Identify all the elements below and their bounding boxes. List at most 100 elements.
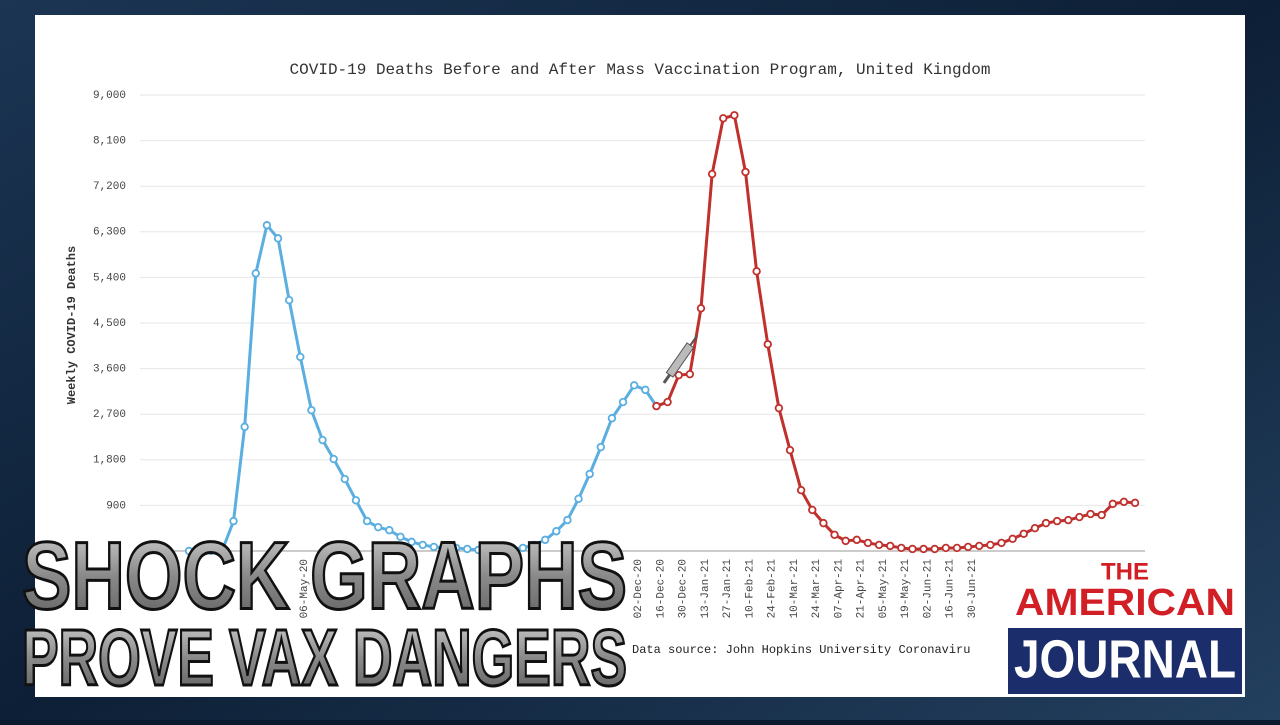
logo-the: THE [1101,558,1149,585]
data-point [1086,509,1095,519]
data-point [785,445,795,455]
data-point [975,541,984,551]
data-point [707,169,717,179]
data-point [1119,497,1129,507]
y-tick-label: 2,700 [93,409,126,421]
x-tick-label: 19-May-21 [900,559,912,619]
data-point [986,540,995,550]
data-point [830,530,839,539]
data-point [1019,529,1028,538]
data-point [307,405,316,415]
x-tick-label: 16-Jun-21 [945,559,957,619]
x-tick-label: 16-Dec-20 [655,559,667,618]
data-point [774,403,784,413]
x-tick-label: 24-Mar-21 [811,559,823,619]
data-point [451,543,461,553]
data-point [696,304,706,313]
data-point [351,496,361,505]
logo-american: AMERICAN [1015,582,1235,624]
data-point [374,522,383,532]
data-point [296,352,305,362]
data-point [1097,510,1106,520]
data-point [663,397,672,407]
data-point [529,540,539,550]
data-point [496,545,505,555]
data-point [1064,515,1073,525]
y-tick-label: 8,100 [93,136,126,148]
data-point [540,535,550,545]
data-point [485,545,494,555]
data-point [229,516,238,526]
data-point [463,544,472,554]
data-point [841,536,850,546]
data-point [897,543,906,553]
data-point [474,545,483,555]
data-point [385,526,394,535]
y-tick-label: 5,400 [93,272,126,284]
data-point [1041,518,1051,528]
data-point [630,381,639,390]
data-point [340,474,350,484]
data-point [674,370,683,380]
data-point [1130,498,1140,508]
data-point [819,518,828,528]
data-point [251,269,260,278]
data-point [195,546,205,556]
data-point [618,397,628,407]
logo-band [1008,628,1242,694]
x-tick-label: 27-Jan-21 [722,559,734,619]
data-point [563,515,572,525]
data-point [685,369,695,379]
data-point [952,543,962,553]
chart-title: COVID-19 Deaths Before and After Mass Va… [290,61,991,79]
data-point [284,296,294,305]
data-point [1108,499,1117,509]
y-tick-label: 4,500 [93,318,126,330]
data-point [1052,516,1062,526]
data-point [518,543,528,553]
x-tick-label: 07-Apr-21 [833,559,845,619]
data-point [262,221,272,230]
data-point [941,543,951,553]
data-point [574,494,583,504]
data-point [440,543,450,553]
data-point [273,234,283,243]
data-point [641,385,650,395]
data-point [607,414,617,423]
x-tick-label: 24-Feb-21 [767,559,779,619]
data-point [240,422,249,432]
data-point [585,469,594,479]
x-tick-label: 10-Mar-21 [789,559,801,619]
plot-area: 900 1,800 2,700 3,600 4,500 5,400 6,300 7,200 8,… [93,90,1145,619]
data-point [997,538,1006,548]
x-tick-label: 06-May-20 [299,559,311,618]
data-point [908,544,917,554]
x-tick-label: 13-Jan-21 [700,559,712,619]
data-point [1008,534,1017,544]
x-tick-label: 10-Feb-21 [744,559,756,619]
data-point [207,546,216,555]
x-tick-label: 30-Dec-20 [678,559,690,618]
data-point [963,542,973,552]
x-tick-label: 05-May-21 [878,559,890,619]
x-tick-label: 21-Apr-21 [856,559,868,619]
data-point [652,401,661,411]
data-point [329,454,338,464]
data-point [730,111,739,120]
data-point [874,540,884,550]
data-point [218,545,227,555]
x-tick-label: 30-Jun-21 [967,559,979,619]
data-point [796,486,806,495]
data-point [429,542,439,552]
x-tick-label: 02-Dec-20 [633,559,645,618]
data-point [1075,512,1084,522]
data-point [318,435,327,445]
y-tick-label: 6,300 [93,227,126,239]
y-tick-label: 7,200 [93,181,126,193]
data-point [930,544,939,554]
data-point [552,527,561,536]
y-tick-label: 900 [106,500,126,512]
x-tick-label: 02-Jun-21 [922,559,934,619]
